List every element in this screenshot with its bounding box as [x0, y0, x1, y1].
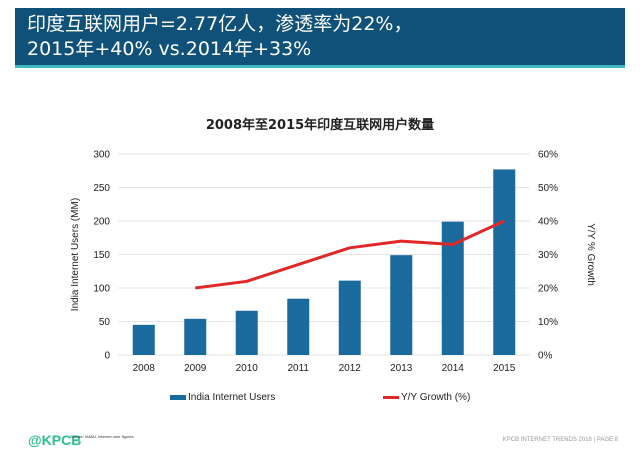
- chart-title: 2008年至2015年印度互联网用户数量: [205, 118, 435, 133]
- y2-tick-label: 10%: [538, 317, 558, 328]
- bar-2010: [235, 310, 258, 355]
- y-tick-label: 300: [93, 150, 110, 161]
- x-tick-label: 2014: [442, 363, 465, 374]
- y2-tick-label: 40%: [538, 217, 558, 228]
- bar-2012: [338, 280, 361, 355]
- legend-swatch-growth: [383, 396, 399, 399]
- kpcb-logo: @KPCB: [28, 432, 82, 448]
- bar-2013: [390, 255, 413, 355]
- y-tick-label: 100: [93, 284, 110, 295]
- x-tick-label: 2012: [339, 363, 362, 374]
- x-tick-label: 2011: [287, 363, 309, 374]
- y2-tick-label: 50%: [538, 183, 558, 194]
- y-tick-label: 250: [93, 183, 110, 194]
- y2-tick-label: 60%: [538, 150, 558, 161]
- y-tick-label: 50: [99, 317, 111, 328]
- x-tick-label: 2009: [184, 363, 207, 374]
- y-tick-label: 200: [93, 217, 110, 228]
- source-note: Source: IAMAI, Internet user figures: [70, 434, 134, 439]
- legend-users: India Internet Users: [170, 392, 275, 403]
- y2-tick-label: 0%: [538, 351, 553, 362]
- x-tick-label: 2010: [236, 363, 259, 374]
- x-tick-label: 2015: [493, 363, 516, 374]
- x-tick-label: 2008: [133, 363, 156, 374]
- y2-tick-label: 30%: [538, 250, 558, 261]
- bar-2011: [287, 298, 310, 355]
- bar-2015: [493, 169, 516, 355]
- header-line-2: 2015年+40% vs.2014年+33%: [27, 38, 312, 60]
- page-footer: KPCB INTERNET TRENDS 2016 | PAGE 8: [502, 437, 618, 443]
- y-tick-label: 150: [93, 250, 110, 261]
- legend-swatch-users: [170, 395, 186, 400]
- x-tick-label: 2013: [390, 363, 413, 374]
- y2-tick-label: 20%: [538, 284, 558, 295]
- bar-2009: [184, 318, 207, 355]
- legend-growth: Y/Y Growth (%): [383, 392, 470, 403]
- slide-header: 印度互联网用户=2.77亿人，渗透率为22%， 2015年+40% vs.201…: [15, 8, 625, 68]
- bar-2008: [132, 324, 155, 355]
- legend-label-growth: Y/Y Growth (%): [401, 392, 471, 403]
- y-tick-label: 0: [104, 351, 110, 362]
- header-line-1: 印度互联网用户=2.77亿人，渗透率为22%，: [27, 13, 413, 35]
- y-axis-label: India Internet Users (MM): [70, 198, 81, 311]
- bar-2014: [441, 221, 464, 355]
- legend-label-users: India Internet Users: [188, 392, 276, 403]
- y2-axis-label: Y/Y % Growth: [585, 223, 596, 286]
